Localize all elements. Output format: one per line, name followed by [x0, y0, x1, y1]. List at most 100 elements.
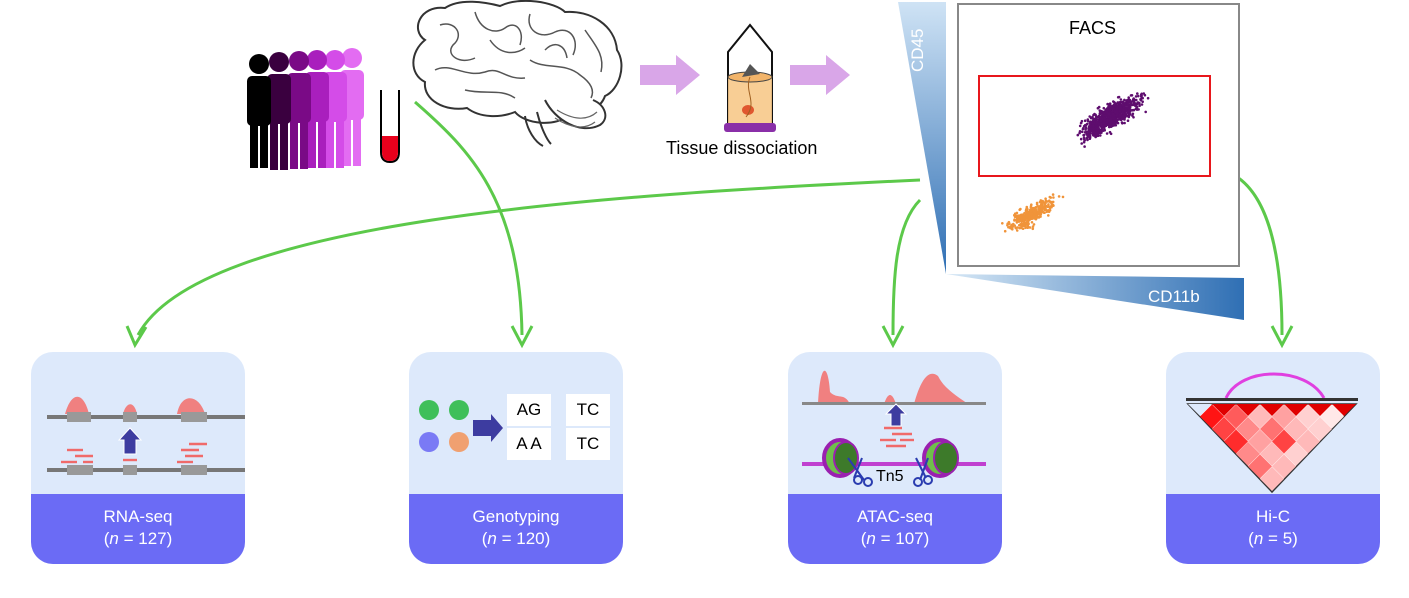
facs-event-dot: [1045, 210, 1049, 214]
brain-icon: [412, 0, 623, 147]
facs-x-axis-label: CD11b: [1148, 287, 1200, 306]
assay-name: RNA-seq: [103, 507, 173, 526]
hic-contact-cell: [1200, 404, 1224, 429]
facs-event-dot: [1127, 105, 1130, 108]
facs-event-dot: [1112, 103, 1116, 107]
facs-event-dot: [1123, 117, 1126, 120]
facs-event-dot: [1044, 207, 1047, 211]
assay-name: ATAC-seq: [857, 507, 933, 526]
facs-event-dot: [1085, 130, 1088, 134]
n-symbol: n: [109, 529, 119, 548]
facs-event-dot: [1095, 115, 1099, 119]
hic-diagonal-cell: [1236, 404, 1260, 416]
atacseq-footer: ATAC-seq (n = 107): [788, 494, 1002, 564]
facs-event-dot: [1026, 221, 1030, 224]
card-genotyping[interactable]: AG TC A A TC Genotyping (n = 120): [409, 352, 623, 564]
atacseq-illustration: [802, 370, 986, 487]
hic-diagonal-cell: [1260, 404, 1284, 416]
facs-event-dot: [1018, 226, 1021, 230]
facs-event-dot: [1018, 208, 1021, 212]
facs-event-dot: [1044, 199, 1048, 203]
facs-event-dot: [1140, 94, 1143, 97]
facs-event-dot: [1013, 218, 1016, 221]
facs-event-dot: [1127, 96, 1130, 99]
facs-event-dot: [1109, 132, 1113, 136]
facs-event-dot: [1001, 222, 1004, 225]
facs-event-dot: [1026, 224, 1029, 227]
facs-y-axis-label: CD45: [908, 28, 927, 72]
genotype-cell: TC: [566, 428, 610, 460]
hic-contact-cell: [1284, 441, 1308, 466]
facs-event-dot: [1084, 126, 1088, 129]
facs-axes: [898, 2, 1244, 320]
facs-event-dot: [1106, 109, 1109, 112]
facs-event-dot: [1117, 95, 1121, 99]
hic-diagonal-cell: [1284, 404, 1308, 416]
facs-event-dot: [1095, 127, 1099, 131]
facs-event-dot: [1102, 112, 1106, 115]
facs-event-dot: [1025, 213, 1029, 216]
nucleosome-icon: [922, 438, 959, 478]
hic-diagonal-cell: [1188, 404, 1212, 416]
facs-event-dot: [1118, 113, 1121, 117]
facs-event-dot: [1099, 131, 1102, 134]
tissue-dissociation-label: Tissue dissociation: [666, 138, 818, 158]
facs-event-dot: [1134, 95, 1138, 98]
facs-event-dot: [1040, 205, 1043, 209]
n-symbol: n: [1253, 529, 1264, 548]
facs-plot: FACS: [957, 3, 1240, 267]
facs-event-dot: [1122, 101, 1125, 104]
facs-event-dot: [1131, 100, 1134, 103]
hic-illustration: [1186, 372, 1358, 494]
hic-contact-cell: [1236, 416, 1260, 441]
facs-event-dot: [1121, 104, 1125, 107]
facs-event-dot: [1083, 145, 1086, 148]
card-hic[interactable]: Hi-C (n = 5): [1166, 352, 1380, 564]
facs-event-dot: [1028, 209, 1032, 212]
facs-event-dot: [1119, 100, 1122, 104]
facs-gate: [978, 75, 1211, 177]
facs-event-dot: [1022, 222, 1025, 225]
card-rnaseq[interactable]: RNA-seq (n = 127): [31, 352, 245, 564]
facs-event-dot: [1039, 215, 1042, 218]
n-count: = 120): [501, 529, 551, 548]
hic-contact-cell: [1260, 466, 1284, 491]
facs-event-dot: [1123, 98, 1126, 102]
hic-contact-cell: [1308, 416, 1332, 441]
facs-event-dot: [1092, 117, 1095, 120]
facs-event-dot: [1086, 119, 1090, 123]
n-count: = 107): [880, 529, 930, 548]
facs-event-dot: [1003, 229, 1007, 233]
facs-event-dot: [1050, 200, 1054, 204]
facs-scatter: [1001, 92, 1150, 233]
facs-event-dot: [1037, 215, 1040, 218]
facs-event-dot: [1052, 196, 1055, 199]
facs-event-dot: [1124, 103, 1127, 107]
facs-event-dot: [1020, 218, 1023, 222]
assay-name: Hi-C: [1256, 507, 1290, 526]
rnaseq-footer: RNA-seq (n = 127): [31, 494, 245, 564]
hic-diagonal-cell: [1332, 404, 1356, 416]
facs-event-dot: [1137, 108, 1140, 111]
facs-event-dot: [1146, 96, 1150, 100]
facs-event-dot: [1015, 229, 1019, 232]
card-atacseq[interactable]: Tn5 ATAC-seq (n = 107): [788, 352, 1002, 564]
facs-event-dot: [1012, 222, 1015, 226]
facs-event-dot: [1106, 118, 1109, 122]
facs-event-dot: [1140, 103, 1144, 106]
facs-event-dot: [1008, 222, 1011, 225]
scissors-icon: [913, 457, 933, 487]
facs-event-dot: [1102, 106, 1106, 110]
hic-contact-cell: [1224, 429, 1248, 454]
hic-contact-cell: [1236, 441, 1260, 466]
facs-event-dot: [1131, 114, 1134, 117]
genotyping-footer: Genotyping (n = 120): [409, 494, 623, 564]
facs-event-dot: [1082, 133, 1085, 137]
facs-event-dot: [1024, 217, 1028, 221]
genotyping-illustration: [419, 400, 503, 452]
flow-arrow-1: [640, 55, 700, 95]
facs-event-dot: [1083, 123, 1087, 127]
facs-event-dot: [1044, 197, 1047, 200]
facs-event-dot: [1021, 227, 1025, 230]
facs-event-dot: [1031, 227, 1035, 231]
